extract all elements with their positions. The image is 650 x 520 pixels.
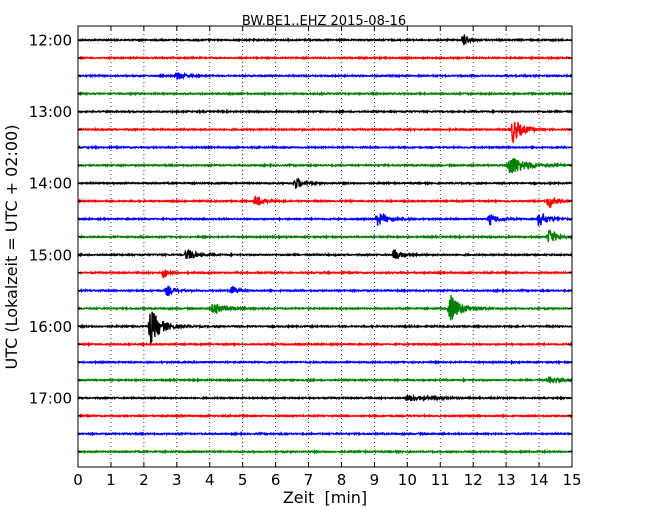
x-tick-label: 1 — [106, 471, 116, 489]
trace-line — [77, 376, 573, 385]
x-tick-label: 5 — [238, 471, 248, 489]
x-tick-label: 12 — [464, 471, 483, 489]
x-tick-label: 8 — [337, 471, 347, 489]
x-tick-label: 3 — [172, 471, 182, 489]
y-tick-label: 13:00 — [29, 103, 72, 121]
trace-line — [77, 34, 572, 46]
x-tick-label: 13 — [497, 471, 516, 489]
trace-line — [77, 121, 573, 144]
vertical-grid — [110, 26, 540, 467]
trace-line — [77, 269, 573, 279]
trace-line — [77, 311, 572, 345]
seismic-traces — [77, 34, 573, 455]
trace-line — [78, 71, 573, 81]
trace-line — [77, 249, 573, 260]
x-tick-label: 7 — [304, 471, 314, 489]
y-tick-label: 12:00 — [29, 32, 72, 50]
trace-line — [77, 412, 573, 419]
trace-line — [77, 212, 573, 226]
y-tick-label: 17:00 — [29, 390, 72, 408]
trace-line — [77, 341, 573, 348]
y-tick-label: 15:00 — [29, 246, 72, 264]
x-tick-label: 14 — [530, 471, 549, 489]
trace-line — [77, 448, 573, 455]
x-tick-label: 10 — [398, 471, 417, 489]
x-tick-label: 15 — [562, 471, 581, 489]
x-tick-label: 4 — [205, 471, 215, 489]
trace-line — [77, 195, 573, 209]
trace-line — [77, 144, 573, 151]
y-axis: 12:00 13:00 14:00 15:00 16:00 17:00 — [29, 32, 572, 453]
trace-line — [77, 393, 573, 403]
trace-line — [77, 285, 573, 297]
trace-line — [77, 430, 573, 437]
chart-title: BW.BE1..EHZ 2015-08-16 — [242, 14, 406, 29]
x-axis-label: Zeit [min] — [283, 488, 367, 507]
trace-line — [77, 295, 573, 321]
x-tick-label: 0 — [73, 471, 83, 489]
trace-line — [77, 54, 573, 61]
x-tick-label: 9 — [370, 471, 380, 489]
y-tick-label: 16:00 — [29, 318, 72, 336]
y-tick-label: 14:00 — [29, 175, 72, 193]
x-axis: 0 1 2 3 4 5 6 7 8 9 10 11 12 13 14 15 — [73, 26, 582, 489]
x-tick-label: 11 — [431, 471, 450, 489]
trace-line — [77, 157, 573, 174]
trace-line — [77, 177, 573, 189]
trace-line — [77, 108, 573, 115]
x-tick-label: 6 — [271, 471, 281, 489]
y-axis-label: UTC (Lokalzeit = UTC + 02:00) — [2, 125, 21, 370]
trace-line — [77, 90, 573, 97]
trace-line — [77, 229, 573, 243]
plot-frame — [77, 25, 573, 468]
trace-line — [77, 359, 573, 366]
x-tick-label: 2 — [139, 471, 149, 489]
